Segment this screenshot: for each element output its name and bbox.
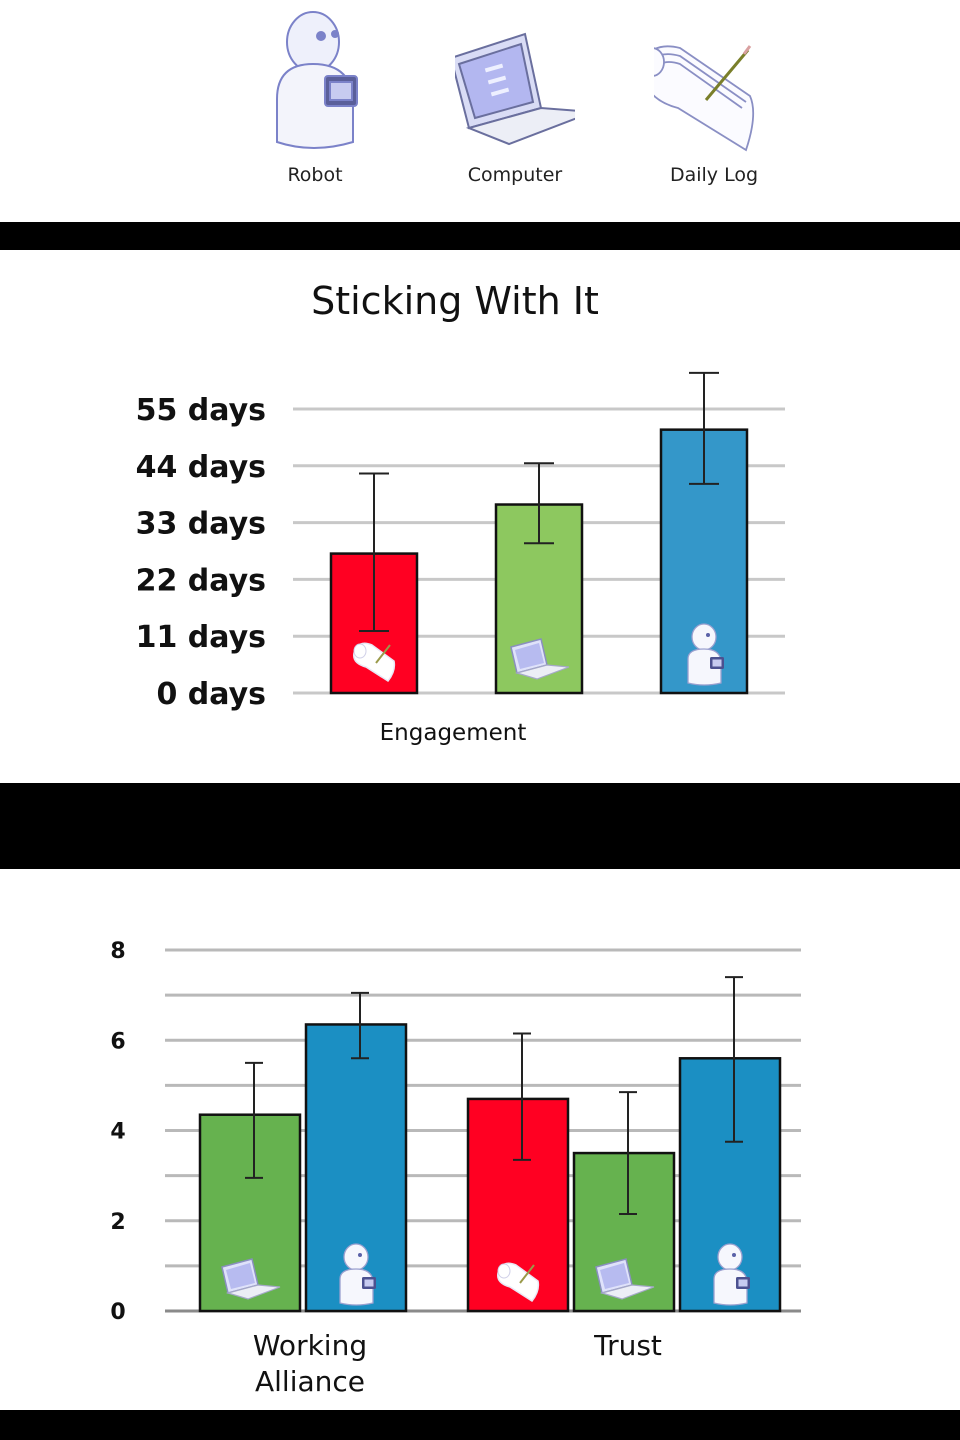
x-category-label: Working: [253, 1329, 367, 1362]
laptop-icon: [455, 32, 575, 146]
error-bar: [245, 1061, 263, 1179]
chart1-panel: Sticking With It 0 days 11 days 22 days 33 …: [0, 250, 960, 783]
error-bar: [619, 1091, 637, 1215]
error-bar: [725, 976, 743, 1143]
chart-title: Sticking With It: [311, 279, 599, 323]
notepad-icon: [497, 1262, 540, 1302]
robot-icon: [687, 623, 724, 686]
y-tick-label: 55 days: [136, 393, 266, 428]
y-tick-label: 44 days: [136, 450, 266, 485]
legend-label-robot: Robot: [287, 164, 343, 186]
robot-icon: [276, 11, 358, 149]
error-bar: [351, 991, 369, 1060]
error-bar: [359, 472, 389, 633]
legend-item-computer: Computer: [415, 0, 615, 222]
laptop-icon: [221, 1258, 281, 1300]
robot-icon: [713, 1243, 750, 1306]
x-axis-label: Engagement: [380, 720, 527, 746]
error-bar: [689, 371, 719, 485]
error-bar: [513, 1032, 531, 1161]
legend-label-computer: Computer: [467, 164, 563, 186]
robot-icon: [339, 1243, 376, 1306]
notepad-icon: [353, 642, 396, 682]
legend-label-daily-log: Daily Log: [669, 164, 759, 186]
legend-item-daily-log: Daily Log: [614, 0, 814, 222]
y-tick-label: 22 days: [136, 563, 266, 598]
y-tick-label: 0 days: [156, 677, 266, 712]
y-tick-label: 0: [110, 1300, 125, 1325]
x-category-label: Alliance: [255, 1365, 365, 1398]
error-bar: [524, 462, 554, 545]
y-tick-label: 2: [110, 1210, 125, 1235]
y-tick-label: 11 days: [136, 620, 266, 655]
laptop-icon: [595, 1258, 655, 1300]
engagement-chart: Sticking With It 0 days 11 days 22 days 33 …: [136, 279, 785, 746]
y-tick-label: 4: [110, 1120, 125, 1145]
x-category-label: Trust: [593, 1329, 662, 1362]
y-tick-label: 6: [110, 1029, 125, 1054]
y-tick-label: 33 days: [136, 507, 266, 542]
notepad-icon: [654, 45, 755, 152]
chart2-panel: 0 2 4 6 8 Working Alliance Trust: [0, 869, 960, 1410]
laptop-icon: [510, 638, 570, 680]
legend-panel: Robot Computer: [0, 0, 960, 222]
legend-item-robot: Robot: [215, 0, 415, 222]
y-tick-label: 8: [110, 939, 125, 964]
